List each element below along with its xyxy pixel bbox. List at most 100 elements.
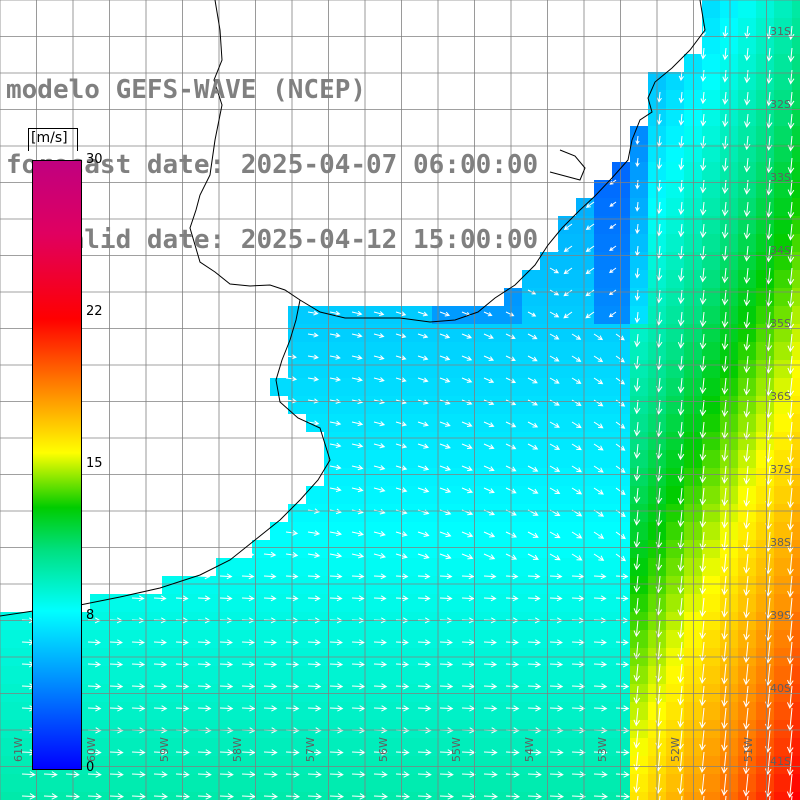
- wind-cell: [630, 792, 648, 800]
- wind-cell: [450, 702, 468, 720]
- wind-cell: [396, 684, 414, 702]
- wind-arrow: [439, 531, 452, 538]
- wind-arrow: [655, 751, 662, 772]
- wind-arrow: [699, 729, 706, 751]
- wind-arrow: [549, 443, 561, 450]
- wind-cell: [306, 360, 324, 378]
- wind-cell: [594, 234, 612, 252]
- wind-cell: [18, 774, 36, 792]
- wind-arrow: [585, 267, 595, 275]
- wind-arrow: [633, 443, 641, 459]
- wind-cell: [720, 36, 738, 54]
- wind-arrow: [461, 465, 473, 472]
- wind-arrow: [722, 113, 729, 128]
- wind-arrow: [571, 377, 582, 384]
- wind-arrow: [153, 793, 168, 800]
- wind-arrow: [351, 332, 363, 338]
- wind-cell: [702, 702, 720, 720]
- wind-cell: [468, 540, 486, 558]
- wind-cell: [450, 504, 468, 522]
- wind-cell: [720, 144, 738, 162]
- wind-cell: [468, 720, 486, 738]
- wind-cell: [720, 288, 738, 306]
- wind-cell: [630, 774, 648, 792]
- wind-arrow: [659, 795, 661, 800]
- wind-arrow: [373, 749, 388, 756]
- wind-cell: [234, 702, 252, 720]
- wind-arrow: [527, 639, 541, 646]
- wind-cell: [540, 288, 558, 306]
- wind-arrow: [787, 157, 795, 174]
- wind-cell: [684, 378, 702, 396]
- wind-cell: [738, 702, 756, 720]
- wind-cell: [342, 342, 360, 360]
- wind-cell: [594, 450, 612, 468]
- wind-cell: [774, 396, 792, 414]
- longitude-label: 59W: [158, 737, 171, 762]
- wind-cell: [684, 432, 702, 450]
- wind-cell: [792, 180, 800, 198]
- wind-cell: [468, 576, 486, 594]
- wind-arrow: [677, 729, 684, 751]
- wind-cell: [756, 738, 774, 756]
- wind-cell: [270, 720, 288, 738]
- wind-cell: [360, 756, 378, 774]
- wind-cell: [0, 738, 18, 756]
- wind-arrow: [699, 355, 707, 372]
- wind-arrow: [571, 421, 582, 429]
- wind-cell: [432, 702, 450, 720]
- wind-cell: [414, 684, 432, 702]
- wind-cell: [540, 414, 558, 432]
- wind-cell: [342, 792, 360, 800]
- wind-cell: [360, 792, 378, 800]
- wind-cell: [288, 702, 306, 720]
- wind-cell: [90, 630, 108, 648]
- wind-cell: [72, 792, 90, 800]
- wind-arrow: [593, 639, 607, 646]
- wind-arrow: [329, 376, 341, 382]
- wind-cell: [396, 576, 414, 594]
- wind-arrow: [677, 443, 685, 461]
- wind-arrow: [721, 311, 729, 328]
- wind-arrow: [571, 553, 583, 561]
- wind-cell: [306, 702, 324, 720]
- wind-cell: [396, 468, 414, 486]
- wind-cell: [684, 756, 702, 774]
- wind-arrow: [633, 685, 641, 705]
- wind-cell: [360, 450, 378, 468]
- wind-cell: [720, 540, 738, 558]
- wind-cell: [288, 576, 306, 594]
- wind-arrow: [700, 179, 707, 194]
- wind-cell: [540, 342, 558, 360]
- wind-arrow: [483, 333, 494, 339]
- wind-cell: [432, 396, 450, 414]
- wind-cell: [612, 162, 630, 180]
- wind-cell: [792, 486, 800, 504]
- wind-cell: [720, 504, 738, 522]
- colorbar: [32, 160, 82, 770]
- wind-cell: [216, 558, 234, 576]
- wind-cell: [594, 396, 612, 414]
- wind-arrow: [263, 595, 277, 602]
- wind-arrow: [593, 749, 608, 756]
- wind-arrow: [549, 553, 561, 561]
- wind-cell: [0, 792, 18, 800]
- wind-arrow: [505, 639, 519, 646]
- wind-arrow: [109, 793, 124, 800]
- wind-arrow: [786, 773, 794, 799]
- wind-cell: [792, 288, 800, 306]
- wind-arrow: [417, 465, 430, 471]
- wind-arrow: [417, 573, 431, 580]
- wind-arrow: [593, 705, 608, 712]
- wind-arrow: [329, 420, 342, 426]
- colorbar-units-frame: [28, 128, 78, 151]
- wind-cell: [792, 432, 800, 450]
- wind-cell: [792, 108, 800, 126]
- wind-cell: [756, 0, 774, 18]
- wind-cell: [216, 612, 234, 630]
- latitude-label: 38S: [770, 536, 791, 549]
- wind-cell: [666, 558, 684, 576]
- wind-cell: [774, 684, 792, 702]
- wind-arrow: [263, 683, 278, 690]
- wind-cell: [792, 36, 800, 54]
